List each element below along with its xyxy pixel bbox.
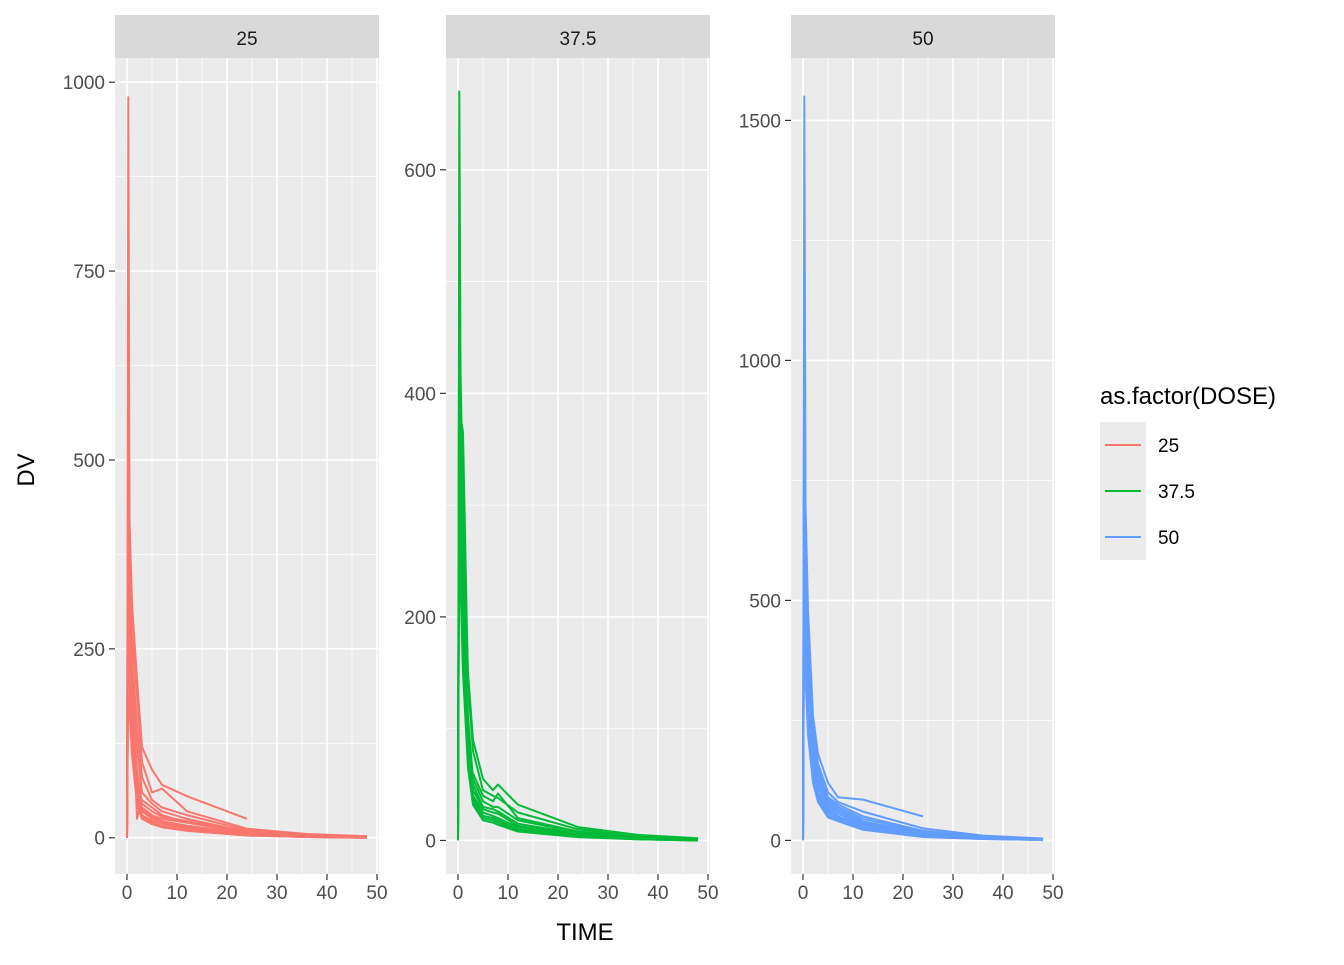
y-tick-label: 250 <box>73 640 105 661</box>
x-tick-label: 20 <box>547 883 568 904</box>
y-tick-label: 500 <box>73 451 105 472</box>
x-tick-label: 10 <box>497 883 518 904</box>
legend-entry: 37.5 <box>1100 468 1195 514</box>
y-tick-label: 600 <box>404 161 436 182</box>
x-tick-label: 20 <box>892 883 913 904</box>
facet-strip-background <box>791 15 1055 58</box>
x-tick-label: 40 <box>647 883 668 904</box>
x-tick-label: 0 <box>453 883 464 904</box>
facet-strip-background <box>446 15 710 58</box>
x-tick-label: 30 <box>597 883 618 904</box>
y-tick-label: 0 <box>425 831 436 852</box>
y-tick-label: 1000 <box>63 73 105 94</box>
y-tick-label: 750 <box>73 262 105 283</box>
facet-panel-2: 37.5 0 10 20 30 40 50 0 200 400 600 <box>404 15 719 904</box>
panel-background <box>115 58 379 874</box>
y-axis-title: DV <box>13 453 40 486</box>
y-tick-label: 0 <box>94 829 105 850</box>
y-tick-label: 1500 <box>739 111 781 132</box>
legend-entry: 25 <box>1100 422 1179 468</box>
x-axis-title: TIME <box>556 919 613 946</box>
x-tick-label: 30 <box>942 883 963 904</box>
legend-entry: 50 <box>1100 514 1179 560</box>
facet-strip-label: 37.5 <box>560 29 597 50</box>
legend: as.factor(DOSE) 25 37.5 50 <box>1100 383 1276 560</box>
panel-background <box>446 58 710 874</box>
x-tick-label: 0 <box>122 883 133 904</box>
x-tick-label: 20 <box>216 883 237 904</box>
series-line-12 <box>802 561 1044 841</box>
legend-title: as.factor(DOSE) <box>1100 383 1276 410</box>
x-tick-label: 40 <box>992 883 1013 904</box>
legend-label: 25 <box>1158 436 1179 457</box>
x-tick-label: 10 <box>166 883 187 904</box>
x-tick-label: 50 <box>697 883 718 904</box>
x-tick-label: 10 <box>842 883 863 904</box>
facet-strip-label: 50 <box>912 29 933 50</box>
legend-label: 37.5 <box>1158 482 1195 503</box>
x-tick-label: 50 <box>366 883 387 904</box>
y-tick-label: 400 <box>404 384 436 405</box>
y-tick-label: 0 <box>770 831 781 852</box>
x-tick-label: 0 <box>798 883 809 904</box>
facet-strip-label: 25 <box>236 29 257 50</box>
series-line-12 <box>126 663 368 839</box>
y-tick-label: 500 <box>749 591 781 612</box>
x-tick-label: 40 <box>316 883 337 904</box>
y-tick-label: 1000 <box>739 351 781 372</box>
x-tick-label: 50 <box>1042 883 1063 904</box>
panel-background <box>791 58 1055 874</box>
x-tick-label: 30 <box>266 883 287 904</box>
y-tick-label: 200 <box>404 608 436 629</box>
series-line-10 <box>457 481 699 842</box>
facet-strip-background <box>115 15 379 58</box>
legend-label: 50 <box>1158 528 1179 549</box>
